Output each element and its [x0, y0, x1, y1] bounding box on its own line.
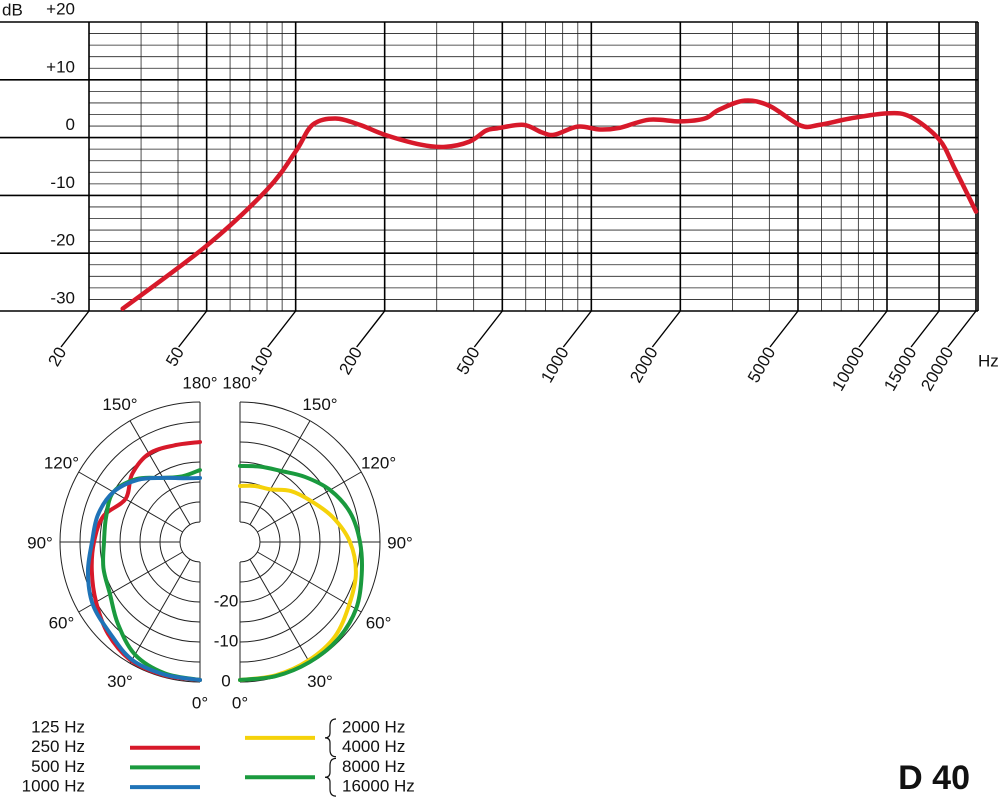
x-tick-label: 50 [162, 344, 188, 370]
angle-label: 0° [192, 693, 208, 712]
y-axis-label: dB [2, 0, 23, 19]
angle-label: 180° [182, 373, 217, 392]
legend-label: 2000 Hz [342, 717, 405, 736]
y-tick-label: +20 [46, 0, 75, 18]
x-tick-label: 2000 [626, 344, 661, 386]
legend-label: 500 Hz [31, 757, 85, 776]
spoke-grid [249, 559, 311, 664]
model-label: D 40 [898, 759, 970, 797]
y-tick-label: -10 [50, 173, 75, 192]
x-tick [910, 310, 940, 348]
x-tick [562, 310, 592, 348]
y-tick-label: -20 [50, 231, 75, 250]
x-tick [60, 310, 90, 348]
angle-label: 90° [387, 533, 413, 552]
x-tick [178, 310, 208, 348]
x-tick [356, 310, 386, 348]
polar-curve [238, 464, 364, 682]
angle-label: 120° [361, 453, 396, 472]
angle-label: 30° [107, 672, 133, 691]
x-tick [473, 310, 503, 348]
y-tick-label: 0 [66, 115, 75, 134]
response-curve [120, 98, 979, 311]
legend-label: 1000 Hz [22, 777, 85, 796]
angle-label: 0° [232, 693, 248, 712]
polar-curve [238, 483, 358, 682]
ring-grid [239, 521, 261, 563]
x-tick-label: 20000 [917, 344, 957, 394]
angle-label: 90° [27, 533, 53, 552]
legend-label: 125 Hz [31, 717, 85, 736]
angle-label: 150° [302, 395, 337, 414]
angle-label: 60° [366, 613, 392, 632]
r-tick-label: 0 [221, 671, 230, 690]
legend-brace [324, 757, 337, 797]
x-tick-label: 20 [44, 344, 70, 370]
spoke-grid [129, 559, 191, 664]
angle-label: 150° [102, 395, 137, 414]
spoke-grid [257, 551, 362, 613]
y-tick-label: -30 [50, 288, 75, 307]
spoke-grid [78, 471, 183, 533]
spoke-grid [129, 420, 191, 525]
x-tick-label: 1000 [537, 344, 572, 386]
legend-label: 16000 Hz [342, 777, 415, 796]
x-tick-label: 5000 [744, 344, 779, 386]
ring-grid [179, 521, 201, 563]
angle-label: 180° [222, 373, 257, 392]
polar-curve [85, 475, 202, 682]
x-tick [267, 310, 297, 348]
x-tick [651, 310, 681, 348]
legend-label: 250 Hz [31, 737, 85, 756]
x-tick [769, 310, 799, 348]
legend-brace [324, 718, 337, 758]
x-tick [858, 310, 888, 348]
x-tick-label: 10000 [828, 344, 868, 394]
angle-label: 120° [44, 453, 79, 472]
x-tick-label: 200 [335, 344, 366, 378]
angle-label: 60° [49, 613, 75, 632]
r-tick-label: -20 [214, 591, 239, 610]
x-tick-label: 15000 [880, 344, 920, 394]
x-tick [947, 310, 977, 348]
y-tick-label: +10 [46, 57, 75, 76]
legend-label: 4000 Hz [342, 737, 405, 756]
x-tick-label: 500 [453, 344, 484, 378]
r-tick-label: -10 [214, 631, 239, 650]
angle-label: 30° [307, 672, 333, 691]
x-axis-label: Hz [978, 351, 999, 370]
legend-label: 8000 Hz [342, 757, 405, 776]
